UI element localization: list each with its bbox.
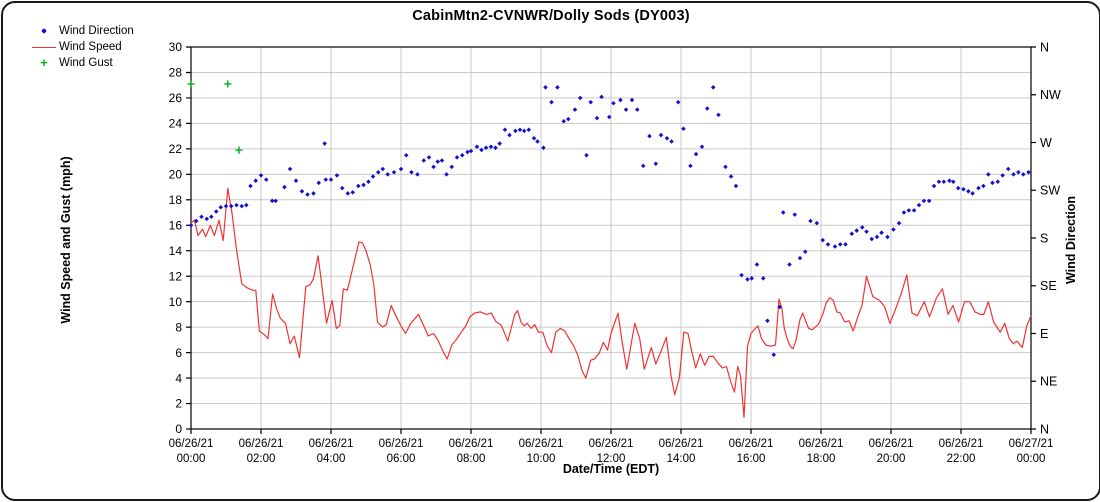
x-tick-label: 06/26/21 02:00 <box>239 438 284 465</box>
compass-tick-label: N <box>1040 40 1049 54</box>
y-tick-label: 8 <box>175 320 182 334</box>
x-axis-label: Date/Time (EDT) <box>562 462 660 476</box>
y-tick-label: 30 <box>169 40 183 54</box>
x-tick-label: 06/26/21 06:00 <box>379 438 424 465</box>
y-tick-label: 20 <box>169 168 183 182</box>
y-tick-label: 22 <box>169 142 183 156</box>
compass-tick-label: SW <box>1040 184 1060 198</box>
legend-item-wind-gust: + Wind Gust <box>29 55 134 71</box>
legend: Wind Direction Wind Speed + Wind Gust <box>29 23 134 71</box>
svg-text:06/26/21: 06/26/21 <box>449 438 494 450</box>
legend-label: Wind Gust <box>59 57 113 69</box>
compass-tick-label: NE <box>1040 375 1057 389</box>
x-tick-label: 06/26/21 00:00 <box>169 438 214 465</box>
svg-text:00:00: 00:00 <box>177 453 206 465</box>
y-tick-label: 28 <box>169 66 183 80</box>
svg-text:02:00: 02:00 <box>247 453 276 465</box>
compass-tick-label: S <box>1040 231 1048 245</box>
x-tick-label: 06/26/21 22:00 <box>939 438 984 465</box>
svg-text:06:00: 06:00 <box>387 453 416 465</box>
chart-title: CabinMtn2-CVNWR/Dolly Sods (DY003) <box>412 8 690 24</box>
svg-text:12:00: 12:00 <box>597 453 626 465</box>
compass-tick-label: E <box>1040 327 1048 341</box>
y-tick-label: 4 <box>175 371 182 385</box>
compass-tick-label: N <box>1040 422 1049 436</box>
y-tick-label: 6 <box>175 346 182 360</box>
svg-text:20:00: 20:00 <box>877 453 906 465</box>
compass-tick-label: SE <box>1040 279 1057 293</box>
svg-text:06/26/21: 06/26/21 <box>729 438 774 450</box>
x-tick-label: 06/26/21 18:00 <box>799 438 844 465</box>
compass-tick-label: W <box>1040 136 1052 150</box>
svg-text:06/26/21: 06/26/21 <box>939 438 984 450</box>
wind-direction-dots <box>188 85 1031 357</box>
svg-text:06/26/21: 06/26/21 <box>519 438 564 450</box>
x-tick-label: 06/26/21 16:00 <box>729 438 774 465</box>
svg-text:16:00: 16:00 <box>737 453 766 465</box>
svg-text:10:00: 10:00 <box>527 453 556 465</box>
y-tick-label: 16 <box>169 218 183 232</box>
x-tick-label: 06/26/21 10:00 <box>519 438 564 465</box>
y-tick-label: 26 <box>169 91 183 105</box>
svg-text:06/26/21: 06/26/21 <box>239 438 284 450</box>
svg-text:04:00: 04:00 <box>317 453 346 465</box>
axis-ticks <box>186 46 1036 434</box>
svg-text:00:00: 00:00 <box>1017 453 1046 465</box>
y-tick-label: 14 <box>169 244 183 258</box>
y-tick-label: 0 <box>175 422 182 436</box>
legend-item-wind-direction: Wind Direction <box>29 23 134 39</box>
x-tick-label: 06/26/21 08:00 <box>449 438 494 465</box>
wind-speed-line-icon <box>29 46 59 48</box>
x-tick-label: 06/26/21 14:00 <box>659 438 704 465</box>
y-tick-label: 10 <box>169 295 183 309</box>
y-tick-label: 12 <box>169 269 183 283</box>
svg-text:06/26/21: 06/26/21 <box>169 438 214 450</box>
x-tick-label: 06/26/21 04:00 <box>309 438 354 465</box>
svg-text:06/26/21: 06/26/21 <box>869 438 914 450</box>
svg-text:06/26/21: 06/26/21 <box>799 438 844 450</box>
compass-tick-label: NW <box>1040 88 1061 102</box>
y-tick-label: 24 <box>169 117 183 131</box>
x-tick-label: 06/26/21 12:00 <box>589 438 634 465</box>
svg-text:06/26/21: 06/26/21 <box>309 438 354 450</box>
svg-text:14:00: 14:00 <box>667 453 696 465</box>
legend-label: Wind Speed <box>59 41 122 53</box>
x-tick-label: 06/26/21 20:00 <box>869 438 914 465</box>
svg-text:06/26/21: 06/26/21 <box>589 438 634 450</box>
svg-text:22:00: 22:00 <box>947 453 976 465</box>
svg-text:06/26/21: 06/26/21 <box>379 438 424 450</box>
wind-speed-line <box>190 187 1032 419</box>
svg-text:06/27/21: 06/27/21 <box>1009 438 1054 450</box>
svg-text:06/26/21: 06/26/21 <box>659 438 704 450</box>
gridlines <box>191 47 1031 429</box>
y-tick-label: 2 <box>175 397 182 411</box>
wind-gust-plus-icon: + <box>40 55 48 70</box>
legend-label: Wind Direction <box>59 25 134 37</box>
legend-item-wind-speed: Wind Speed <box>29 39 134 55</box>
svg-text:18:00: 18:00 <box>807 453 836 465</box>
x-tick-label: 06/27/21 00:00 <box>1009 438 1054 465</box>
wind-gust-markers <box>187 80 243 154</box>
svg-text:08:00: 08:00 <box>457 453 486 465</box>
y-tick-label: 18 <box>169 193 183 207</box>
